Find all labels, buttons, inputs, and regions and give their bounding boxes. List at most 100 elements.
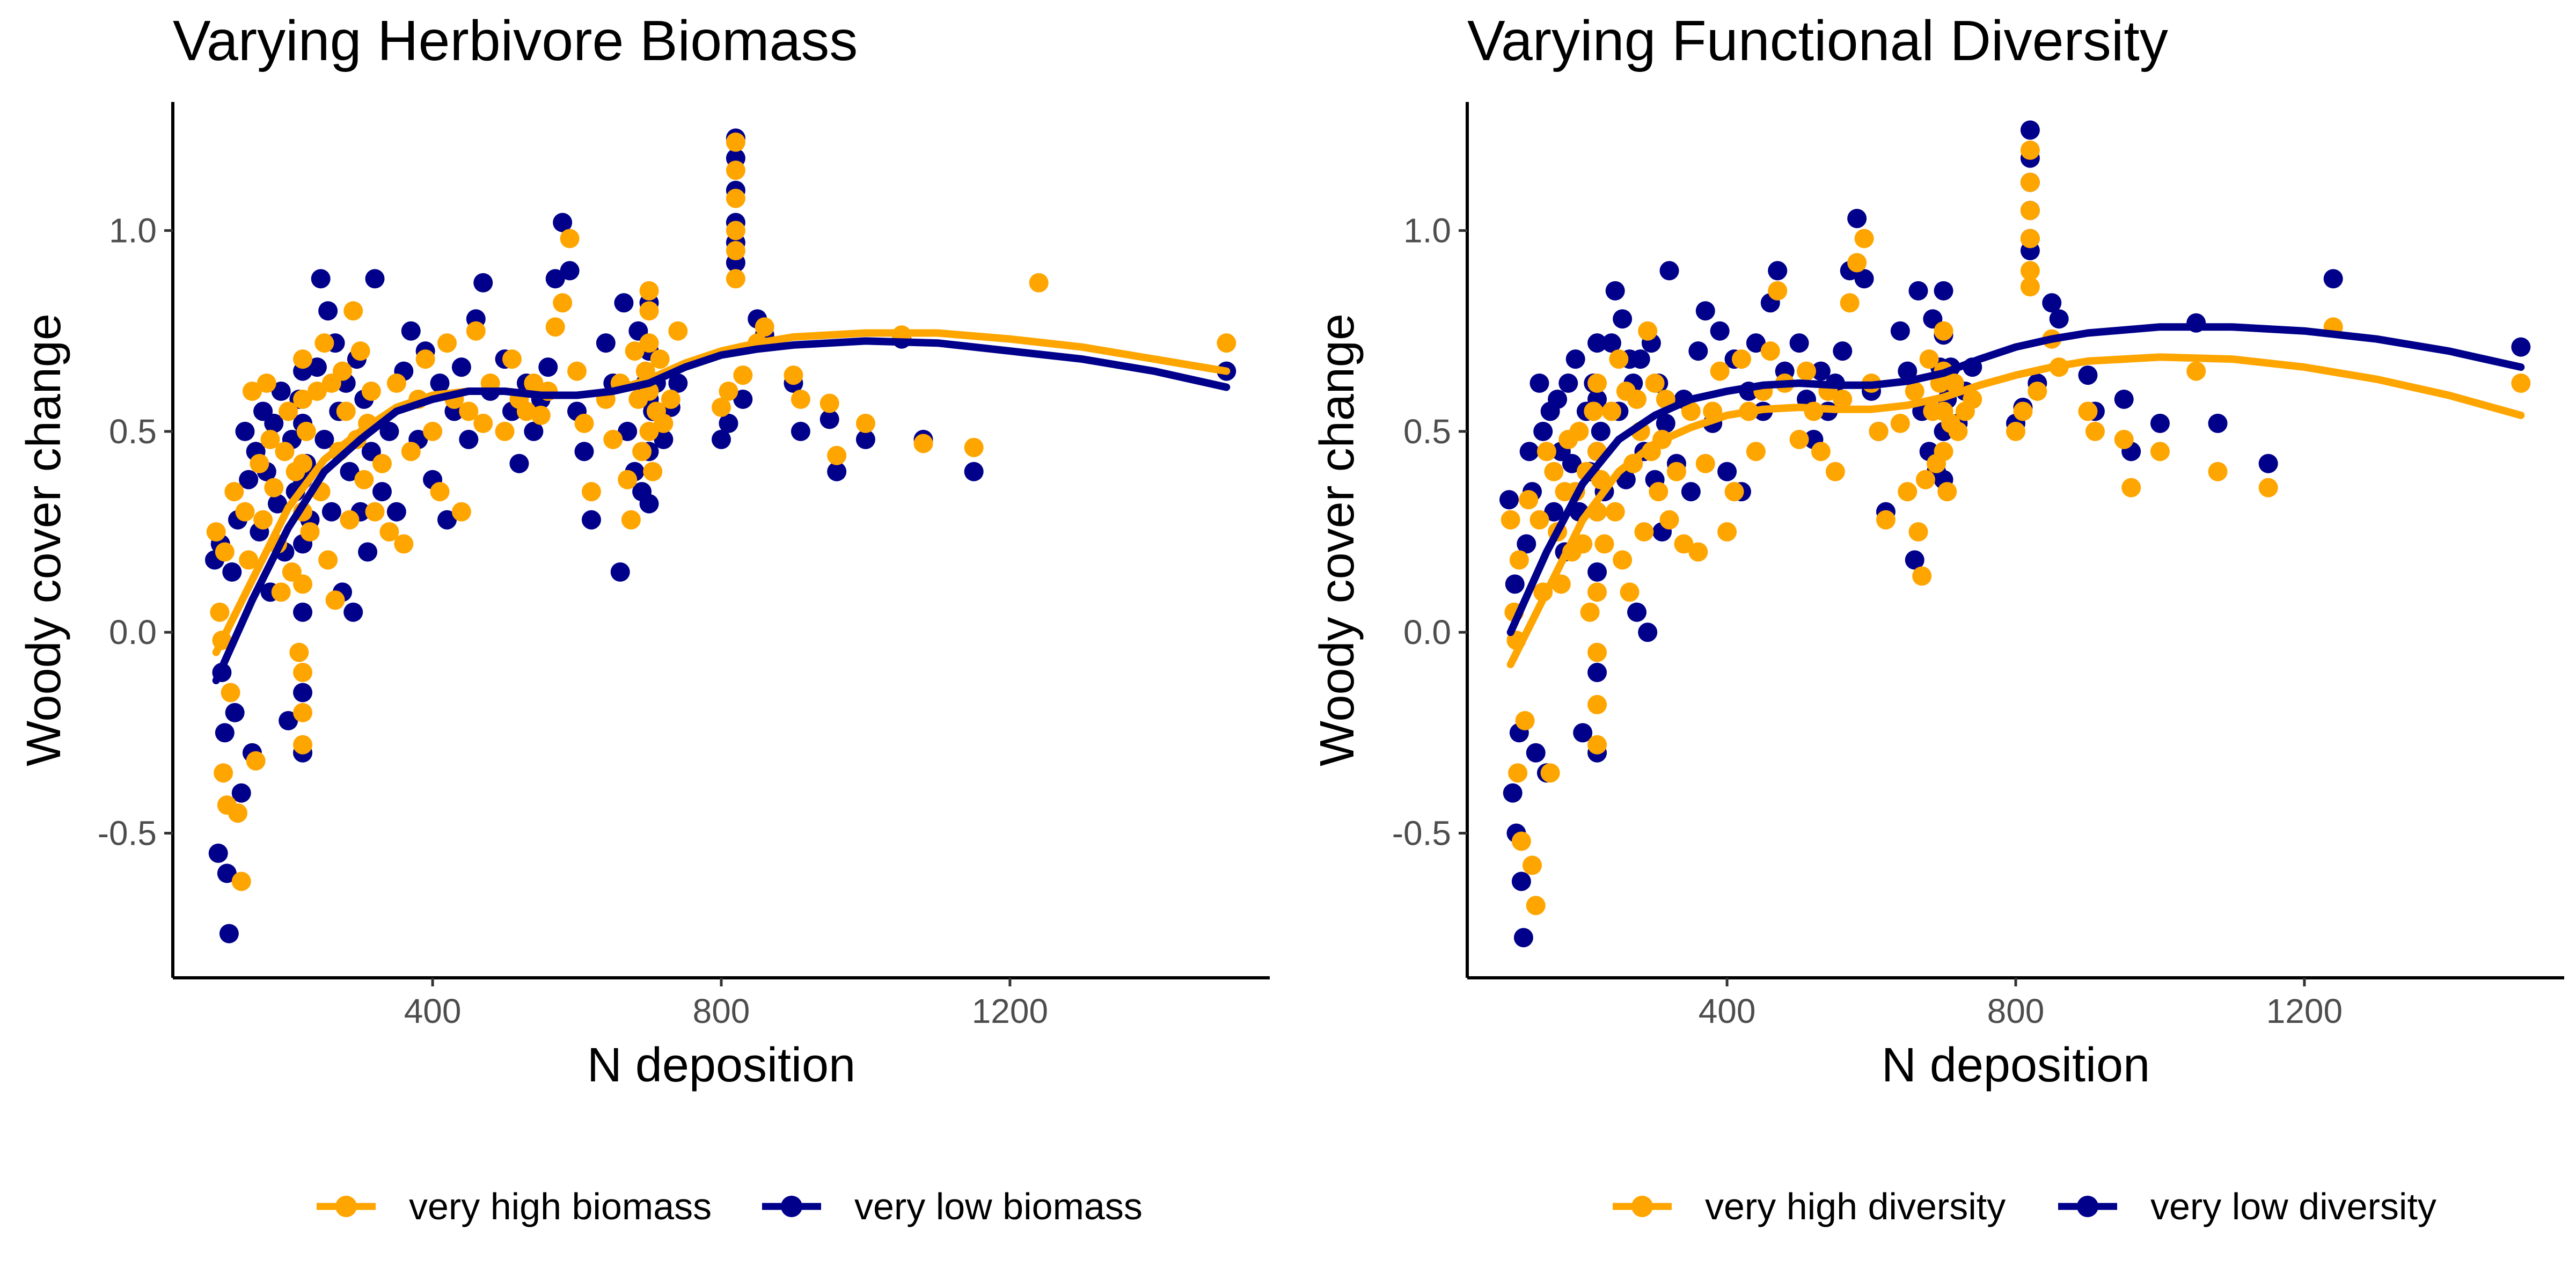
data-point-high	[1634, 522, 1654, 542]
data-point-high	[1919, 349, 1939, 369]
data-point-high	[1840, 293, 1860, 313]
data-point-low	[1565, 349, 1585, 369]
panel-functional-diversity: Varying Functional Diversity 400 800 1200 -…	[1311, 9, 2564, 1227]
legend: very high biomass very low biomass	[317, 1185, 1143, 1227]
data-point-high	[632, 442, 652, 462]
data-point-high	[1717, 522, 1737, 542]
data-point-high	[2020, 201, 2040, 221]
data-point-low	[271, 382, 291, 401]
legend-key-dot-low	[781, 1196, 802, 1217]
data-point-low	[1934, 281, 1953, 301]
panel-title: Varying Herbivore Biomass	[173, 9, 858, 72]
trend-line-high	[1506, 353, 2525, 669]
data-point-low	[610, 562, 630, 582]
data-point-high	[293, 453, 313, 473]
data-point-high	[819, 393, 839, 413]
x-tick-label: 800	[1987, 992, 2045, 1030]
data-point-high	[1587, 642, 1607, 662]
data-point-low	[596, 333, 616, 353]
data-point-low	[2049, 309, 2069, 329]
data-point-high	[451, 502, 471, 522]
data-point-high	[1869, 421, 1889, 441]
data-point-high	[354, 470, 374, 489]
data-point-high	[2013, 401, 2033, 421]
data-point-high	[1526, 896, 1546, 916]
legend-item-high: very high diversity	[1613, 1185, 2006, 1227]
data-point-low	[451, 357, 471, 377]
data-point-high	[1695, 453, 1715, 473]
data-point-high	[1523, 855, 1542, 875]
legend-key-dot-high	[1631, 1196, 1653, 1217]
data-point-high	[643, 462, 663, 481]
y-tick-label: -0.5	[1392, 814, 1451, 852]
data-point-low	[1688, 341, 1708, 361]
data-point-high	[1915, 470, 1935, 489]
data-point-low	[208, 843, 228, 863]
data-point-high	[1587, 582, 1607, 602]
data-point-low	[222, 562, 242, 582]
data-point-high	[1908, 522, 1928, 542]
data-point-high	[1681, 401, 1701, 421]
data-point-high	[1519, 490, 1539, 510]
data-point-low	[318, 301, 338, 321]
data-point-high	[307, 382, 327, 401]
x-tick-label: 400	[1699, 992, 1756, 1030]
data-point-high	[1944, 374, 1964, 393]
data-point-high	[1649, 482, 1668, 502]
data-point-low	[1768, 261, 1788, 281]
data-point-high	[206, 522, 226, 542]
data-point-high	[2028, 382, 2047, 401]
data-point-high	[2186, 361, 2206, 381]
data-point-high	[531, 405, 551, 425]
legend: very high diversity very low diversity	[1613, 1185, 2436, 1227]
data-point-high	[2020, 277, 2040, 297]
data-point-low	[279, 711, 298, 730]
data-point-low	[1659, 261, 1679, 281]
data-point-high	[1605, 502, 1625, 522]
data-point-high	[1540, 763, 1560, 783]
data-point-low	[379, 421, 399, 441]
data-point-high	[733, 365, 753, 385]
data-point-high	[293, 574, 313, 594]
data-point-low	[365, 269, 385, 289]
data-point-low	[712, 429, 731, 449]
plot-area	[1499, 120, 2531, 948]
data-point-high	[1847, 253, 1867, 273]
data-point-low	[827, 462, 847, 481]
data-point-high	[2020, 229, 2040, 248]
data-point-low	[459, 429, 479, 449]
data-point-high	[1724, 482, 1744, 502]
data-point-high	[1797, 361, 1817, 381]
data-point-high	[372, 453, 392, 473]
data-point-low	[1503, 783, 1523, 803]
data-point-high	[639, 301, 659, 321]
data-point-low	[2150, 413, 2170, 433]
data-point-high	[2078, 401, 2098, 421]
data-point-high	[1811, 442, 1831, 462]
data-point-high	[340, 510, 360, 530]
data-point-high	[296, 421, 316, 441]
data-point-high	[423, 421, 443, 441]
data-point-high	[1587, 735, 1607, 755]
data-point-low	[1517, 534, 1536, 554]
data-point-high	[224, 482, 244, 502]
data-point-high	[1934, 321, 1953, 341]
data-point-low	[733, 389, 753, 409]
data-point-low	[1681, 482, 1701, 502]
data-point-low	[217, 863, 237, 883]
data-point-high	[1666, 462, 1686, 481]
data-point-low	[1587, 663, 1607, 683]
data-point-low	[553, 213, 573, 232]
data-point-high	[1509, 550, 1529, 570]
data-point-high	[581, 482, 601, 502]
data-point-low	[2114, 389, 2134, 409]
plot-area	[204, 128, 1236, 943]
data-point-high	[253, 510, 273, 530]
data-point-low	[1627, 602, 1647, 622]
data-point-high	[415, 349, 435, 369]
data-point-high	[228, 803, 248, 823]
x-tick-label: 800	[693, 992, 750, 1030]
data-point-low	[473, 273, 493, 292]
legend-item-low: very low biomass	[762, 1185, 1143, 1227]
data-point-low	[437, 510, 457, 530]
